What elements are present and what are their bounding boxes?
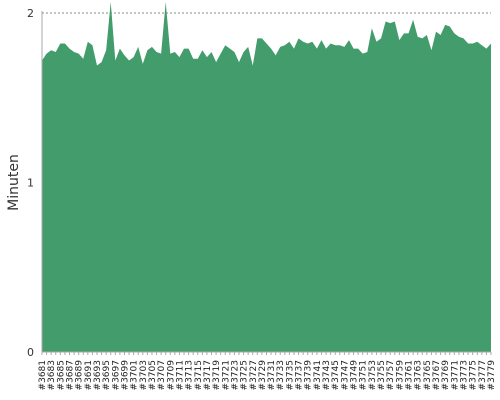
- x-tick-label: #3703: [139, 360, 149, 390]
- x-tick-label: #3707: [157, 360, 167, 390]
- x-tick-label: #3719: [212, 360, 222, 391]
- x-tick-label: #3759: [395, 360, 405, 391]
- x-tick-label: #3683: [47, 360, 57, 390]
- x-tick-label: #3755: [377, 360, 387, 390]
- x-tick-label: #3769: [441, 360, 451, 391]
- x-tick-label: #3751: [359, 360, 369, 390]
- x-tick-label: #3685: [56, 360, 66, 390]
- x-tick-label: #3749: [350, 360, 360, 391]
- x-tick-label: #3761: [405, 360, 415, 390]
- x-tick-label: #3739: [304, 360, 314, 391]
- y-tick-label: 0: [27, 346, 34, 359]
- x-tick-label: #3733: [276, 360, 286, 390]
- x-tick-label: #3763: [414, 360, 424, 390]
- x-tick-label: #3711: [175, 360, 185, 390]
- x-tick-label: #3773: [460, 360, 470, 390]
- x-tick-label: #3735: [285, 360, 295, 390]
- x-tick-label: #3695: [102, 360, 112, 390]
- x-tick-label: #3701: [130, 360, 140, 390]
- x-tick-label: #3725: [240, 360, 250, 390]
- y-tick-labels: 0 1 2: [27, 7, 34, 359]
- x-tick-label: #3745: [331, 360, 341, 390]
- x-tick-label: #3715: [194, 360, 204, 390]
- x-tick-label: #3687: [65, 360, 75, 390]
- area-series: [42, 2, 491, 352]
- x-tick-label: #3723: [230, 360, 240, 390]
- x-tick-label: #3753: [368, 360, 378, 390]
- x-tick-label: #3743: [322, 360, 332, 390]
- x-tick-label: #3721: [221, 360, 231, 390]
- x-tick-label: #3709: [166, 360, 176, 391]
- x-tick-label: #3731: [267, 360, 277, 390]
- x-tick-label: #3741: [313, 360, 323, 390]
- x-tick-label: #3775: [469, 360, 479, 390]
- x-tick-label: #3737: [295, 360, 305, 390]
- x-tick-label: #3681: [38, 360, 48, 390]
- x-tick-label: #3689: [75, 360, 85, 391]
- x-tick-label: #3697: [111, 360, 121, 390]
- y-tick-label: 1: [27, 177, 34, 190]
- x-tick-label: #3717: [203, 360, 213, 390]
- x-tick-label: #3693: [93, 360, 103, 390]
- x-tick-label: #3757: [386, 360, 396, 390]
- x-tick-label: #3767: [432, 360, 442, 390]
- x-tick-label: #3691: [84, 360, 94, 390]
- x-tick-label: #3705: [148, 360, 158, 390]
- x-tick-label: #3713: [185, 360, 195, 390]
- x-tick-label: #3747: [340, 360, 350, 390]
- x-tick-label: #3727: [249, 360, 259, 390]
- x-tick-label: #3729: [258, 360, 268, 391]
- y-tick-label: 2: [27, 7, 34, 20]
- x-tick-label: #3777: [478, 360, 488, 390]
- x-tick-label: #3779: [487, 360, 497, 391]
- y-axis-title: Minuten: [6, 154, 22, 211]
- x-tick-label: #3771: [450, 360, 460, 390]
- x-tick-labels: #3681 #3683 #3685 #3687 #3689 #3691 #3693 #3695…: [38, 352, 497, 390]
- x-tick-label: #3765: [423, 360, 433, 390]
- x-tick-label: #3699: [120, 360, 130, 391]
